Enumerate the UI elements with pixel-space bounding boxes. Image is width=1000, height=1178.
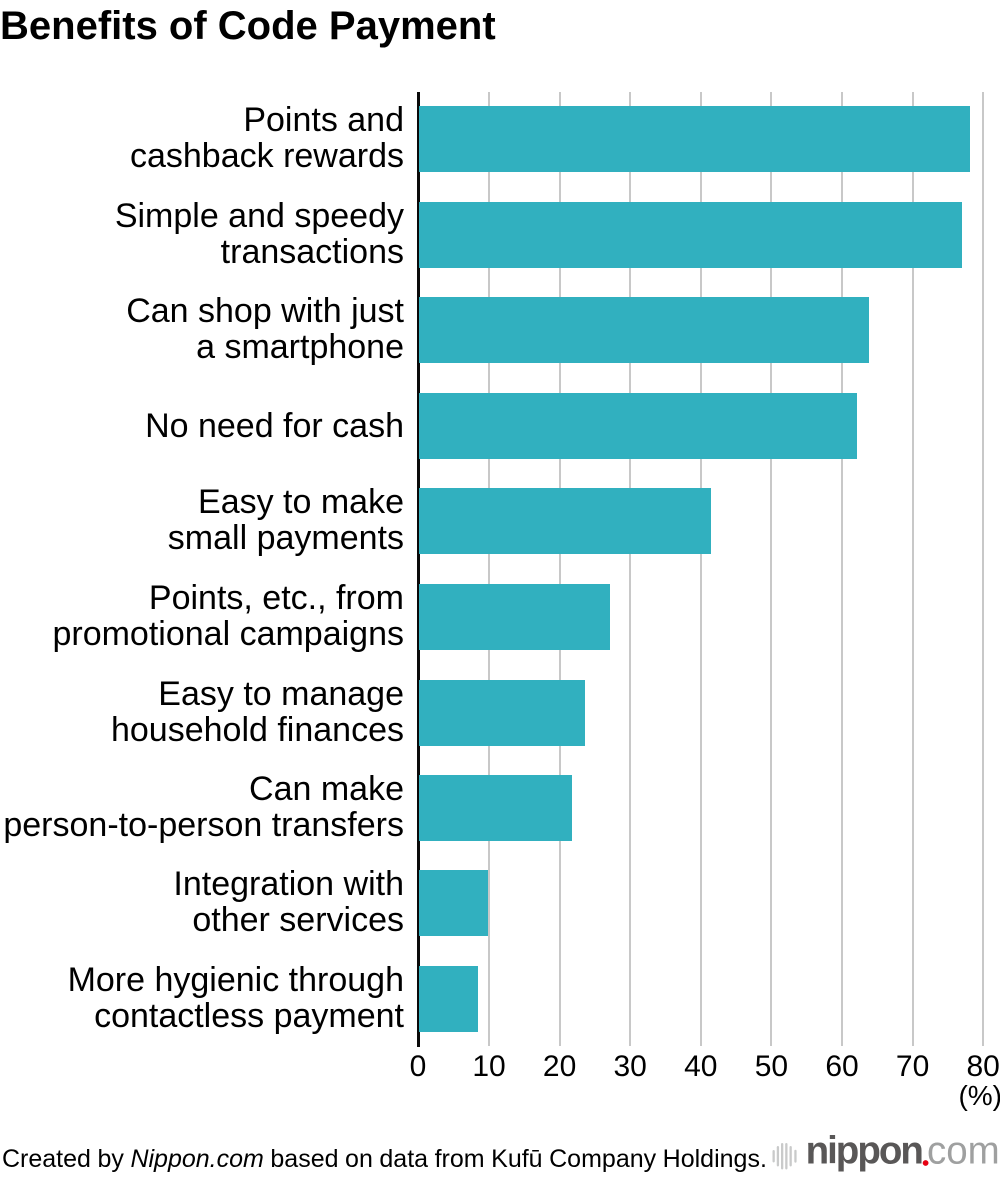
svg-text:nippon: nippon [806, 1129, 923, 1172]
svg-text:com: com [927, 1129, 1000, 1172]
